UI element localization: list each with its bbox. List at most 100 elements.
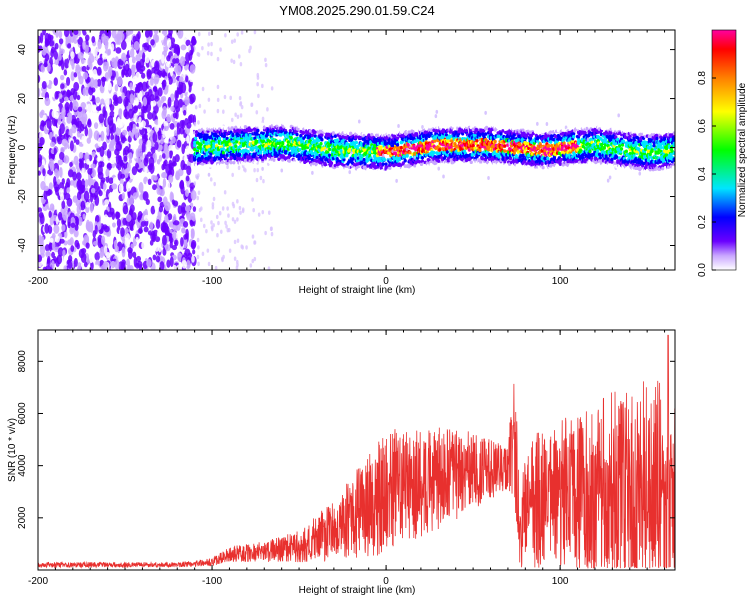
- spectrogram-noise-cell: [186, 259, 191, 268]
- spectrogram-noise-cell: [67, 261, 73, 269]
- spectrogram-noise-cell: [185, 51, 191, 62]
- spectrogram-signal-cell: [485, 160, 490, 165]
- spectrogram-signal-cell: [225, 161, 229, 166]
- spectrogram-noise-cell: [48, 39, 55, 47]
- spectrogram-faint-cell: [264, 62, 268, 68]
- spectrogram-noise-cell: [157, 99, 162, 108]
- spectrogram-signal-cell: [469, 160, 473, 165]
- spectrogram-noise-cell: [138, 182, 144, 193]
- spectrogram-noise-cell: [173, 220, 180, 226]
- spectrogram-noise-cell: [63, 30, 70, 38]
- spectrogram-faint-cell: [223, 190, 227, 195]
- spectrogram-noise-cell: [99, 252, 104, 258]
- spectrogram-faint-cell: [207, 42, 210, 47]
- spectrogram-signal-cell: [215, 140, 219, 144]
- spectrogram-noise-cell: [140, 250, 144, 258]
- spectrogram-signal-cell: [328, 147, 332, 152]
- spectrogram-noise-cell: [171, 136, 176, 144]
- spectrogram-signal-cell: [315, 152, 319, 157]
- spectrogram-noise-cell: [146, 258, 152, 268]
- spectrogram-noise-cell: [38, 142, 43, 151]
- spectrogram-noise-cell: [188, 114, 195, 123]
- spectrogram-noise-cell: [104, 40, 109, 51]
- spectrogram-noise-cell: [81, 167, 85, 175]
- spectrogram-signal-cell: [256, 128, 260, 133]
- spectrogram-faint-cell: [216, 97, 220, 103]
- spectrogram-noise-cell: [118, 60, 124, 66]
- spectrogram-signal-cell: [449, 134, 453, 139]
- spectrogram-noise-cell: [163, 125, 169, 132]
- spectrogram-noise-cell: [61, 224, 66, 232]
- spectrogram-noise-cell: [115, 71, 119, 81]
- spectrogram-noise-cell: [183, 109, 187, 116]
- spectrogram-signal-cell: [328, 167, 333, 171]
- spectrogram-noise-cell: [124, 145, 130, 155]
- spectrogram-noise-cell: [124, 237, 130, 247]
- spectrogram-noise-cell: [184, 189, 189, 197]
- spectrogram-noise-cell: [57, 52, 62, 61]
- spectrogram-noise-cell: [190, 241, 196, 250]
- spectrogram-faint-cell: [257, 212, 261, 217]
- spectrogram-faint-cell: [233, 38, 236, 43]
- spectrogram-noise-cell: [56, 178, 61, 185]
- spectrogram-noise-cell: [75, 139, 80, 145]
- spectrogram-noise-cell: [59, 123, 65, 135]
- spectrogram-noise-cell: [179, 56, 185, 67]
- spectrogram-noise-cell: [173, 98, 180, 110]
- spectrogram-signal-cell: [310, 136, 314, 141]
- spectrogram-noise-cell: [64, 49, 69, 56]
- spectrogram-halo-cell: [397, 124, 400, 129]
- spectrogram-noise-cell: [124, 63, 130, 73]
- spectrogram-noise-cell: [136, 260, 143, 268]
- spectrogram-noise-cell: [44, 244, 50, 252]
- spectrogram-noise-cell: [78, 157, 84, 164]
- spectrogram-faint-cell: [248, 48, 251, 54]
- spectrogram-signal-cell: [310, 133, 314, 138]
- spectrogram-faint-cell: [216, 56, 220, 62]
- spectrogram-noise-cell: [88, 128, 93, 139]
- spectrogram-noise-cell: [146, 139, 152, 151]
- spectrogram-faint-cell: [230, 117, 234, 123]
- spectrogram-signal-cell: [389, 130, 393, 135]
- spectrogram-signal-cell: [281, 140, 285, 145]
- spectrogram-noise-cell: [172, 223, 179, 232]
- spectrogram-signal-cell: [395, 143, 400, 147]
- spectrogram-signal-cell: [388, 166, 392, 170]
- spectrogram-noise-cell: [85, 201, 90, 208]
- spectrogram-noise-cell: [169, 191, 174, 203]
- spectrogram-signal-cell: [268, 160, 272, 165]
- spectrogram-noise-cell: [102, 183, 107, 191]
- spectrogram-noise-cell: [178, 76, 184, 83]
- spectrogram-noise-cell: [89, 252, 94, 264]
- spectrogram-noise-cell: [129, 82, 133, 91]
- spectrogram-noise-cell: [86, 119, 92, 128]
- spectrogram-noise-cell: [43, 185, 49, 192]
- spectrogram-signal-cell: [272, 122, 276, 127]
- spectrogram-signal-cell: [239, 138, 244, 143]
- spectrogram-signal-cell: [454, 144, 458, 149]
- spectrogram-noise-cell: [103, 214, 109, 224]
- spectrogram-noise-cell: [47, 62, 51, 72]
- spectrogram-noise-cell: [114, 148, 120, 156]
- spectrogram-noise-cell: [162, 128, 166, 139]
- spectrogram-signal-cell: [394, 162, 398, 167]
- spectrogram-noise-cell: [44, 223, 49, 234]
- spectrogram-faint-cell: [237, 165, 241, 171]
- spectrogram-noise-cell: [102, 61, 109, 72]
- spectrogram-noise-cell: [45, 250, 51, 256]
- spectrogram-noise-cell: [51, 251, 55, 259]
- spectrogram-noise-cell: [106, 211, 113, 218]
- spectrogram-noise-cell: [158, 154, 163, 162]
- spectrogram-signal-cell: [263, 155, 268, 160]
- spectrogram-noise-cell: [42, 30, 47, 36]
- spectrogram-faint-cell: [197, 261, 200, 267]
- spectrogram-noise-cell: [80, 102, 87, 109]
- spectrogram-noise-cell: [160, 33, 164, 41]
- spectrogram-noise-cell: [129, 93, 134, 105]
- spectrogram-noise-cell: [67, 43, 72, 49]
- spectrogram-noise-cell: [121, 92, 125, 101]
- spectrogram-noise-cell: [112, 222, 116, 228]
- spectrogram-faint-cell: [238, 95, 242, 101]
- spectrogram-faint-cell: [196, 195, 200, 201]
- spectrogram-signal-cell: [333, 134, 337, 138]
